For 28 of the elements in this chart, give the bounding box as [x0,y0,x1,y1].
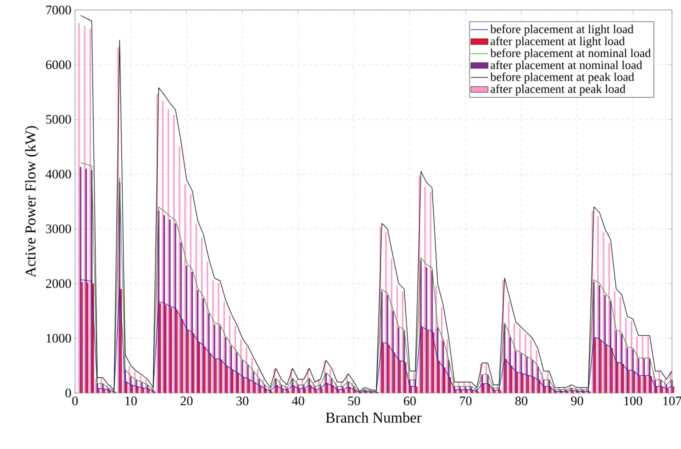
legend-label: after placement at light load [490,36,625,48]
x-axis-title: Branch Number [326,412,422,423]
y-tick-label: 6000 [46,60,71,70]
y-tick-label: 0 [65,388,71,398]
y-tick-label: 7000 [46,6,71,14]
legend-label: after placement at nominal load [490,60,642,72]
x-tick-label: 0 [72,396,78,406]
y-tick-label: 1000 [46,334,71,343]
legend-label: before placement at light load [490,24,634,36]
x-tick-label: 40 [292,396,304,406]
legend-label: before placement at peak load [490,72,634,84]
x-tick-label: 30 [236,396,248,406]
x-tick-label: 20 [180,396,193,406]
y-tick-label: 5000 [46,115,71,124]
y-tick-label: 4000 [46,170,71,179]
legend-label: after placement at peak load [490,84,626,96]
y-tick-label: 2000 [46,279,71,288]
x-tick-label: 107 [663,396,681,406]
x-tick-label: 60 [404,396,416,406]
x-tick-label: 100 [624,396,642,406]
x-tick-label: 80 [515,396,528,406]
x-tick-label: 70 [460,396,472,406]
x-tick-label: 50 [348,396,360,406]
legend-label: before placement at nominal load [490,48,651,60]
x-tick-label: 90 [571,396,584,406]
y-axis-title: Active Power Flow (kW) [25,126,39,278]
y-tick-label: 3000 [46,224,71,234]
x-tick-label: 10 [125,396,137,406]
